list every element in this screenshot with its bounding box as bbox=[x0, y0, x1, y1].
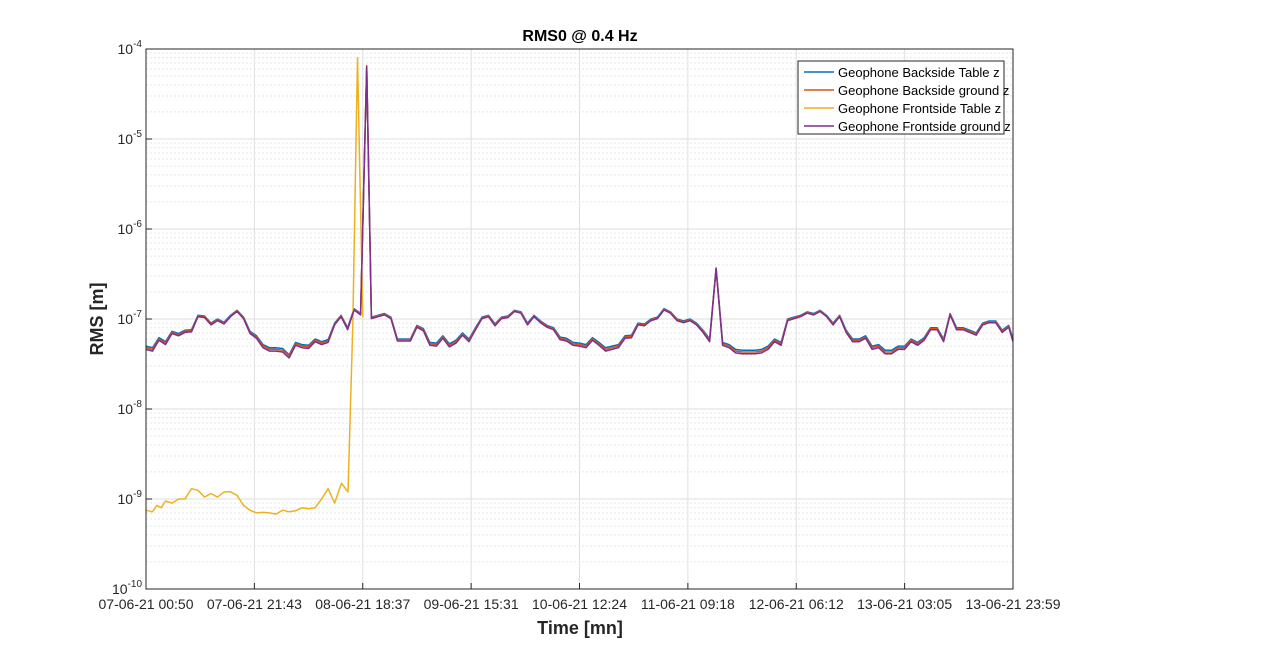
series-line bbox=[145, 65, 1014, 357]
x-tick-label: 07-06-21 21:43 bbox=[207, 596, 302, 612]
y-tick-label: 10-8 bbox=[118, 399, 143, 417]
legend-label: Geophone Backside Table z bbox=[838, 65, 1000, 80]
y-axis-title: RMS [m] bbox=[87, 283, 107, 356]
x-tick-label: 07-06-21 00:50 bbox=[99, 596, 194, 612]
x-tick-label: 13-06-21 03:05 bbox=[857, 596, 952, 612]
x-tick-label: 12-06-21 06:12 bbox=[749, 596, 844, 612]
series-lines bbox=[145, 56, 1014, 515]
series-line bbox=[145, 66, 1014, 359]
y-tick-label: 10-9 bbox=[118, 489, 143, 507]
x-tick-label: 09-06-21 15:31 bbox=[424, 596, 519, 612]
legend-label: Geophone Frontside ground z bbox=[838, 119, 1011, 134]
grid-lines bbox=[146, 49, 1013, 589]
x-axis-title: Time [mn] bbox=[537, 618, 623, 638]
y-tick-label: 10-10 bbox=[112, 579, 142, 597]
y-tick-label: 10-5 bbox=[118, 129, 143, 147]
legend-label: Geophone Backside ground z bbox=[838, 83, 1009, 98]
legend: Geophone Backside Table z Geophone Backsi… bbox=[797, 60, 1011, 135]
x-tick-label: 10-06-21 12:24 bbox=[532, 596, 627, 612]
x-tick-label: 08-06-21 18:37 bbox=[315, 596, 410, 612]
y-tick-label: 10-4 bbox=[118, 39, 143, 57]
legend-box bbox=[797, 60, 1005, 135]
y-tick-label: 10-7 bbox=[118, 309, 143, 327]
axis-ticks: 07-06-21 00:50 07-06-21 21:43 08-06-21 18:… bbox=[99, 39, 1061, 612]
x-tick-label: 11-06-21 09:18 bbox=[641, 596, 735, 612]
plot-area: 07-06-21 00:50 07-06-21 21:43 08-06-21 18:… bbox=[99, 39, 1061, 612]
legend-label: Geophone Frontside Table z bbox=[838, 101, 1001, 116]
chart-title: RMS0 @ 0.4 Hz bbox=[522, 28, 637, 45]
series-line bbox=[145, 56, 364, 515]
x-tick-label: 13-06-21 23:59 bbox=[966, 596, 1061, 612]
y-tick-label: 10-6 bbox=[118, 219, 143, 237]
